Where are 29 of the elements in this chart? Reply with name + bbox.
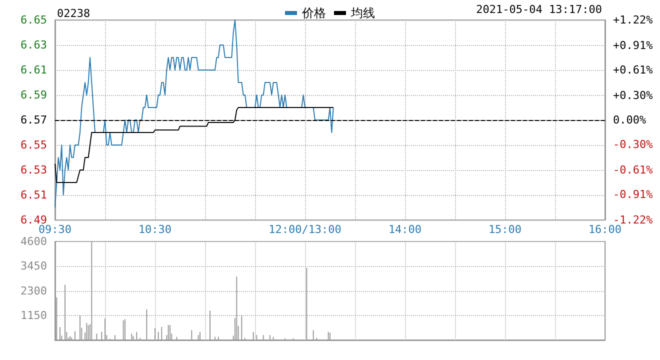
y2-tick-label: -0.91%	[613, 188, 654, 202]
y-tick-label: 2300	[20, 284, 47, 298]
y-tick-label: 6.51	[20, 188, 47, 202]
legend-label: 均线	[350, 6, 375, 20]
x-tick-label: 14:00	[388, 223, 422, 236]
legend-label: 价格	[301, 6, 326, 20]
text: 2021-05-04 13:17:00	[476, 3, 602, 16]
x-tick-label: 15:00	[488, 223, 522, 236]
y-tick-label: 6.53	[20, 164, 47, 176]
y-tick-label: 6.65	[20, 14, 47, 26]
y2-tick-label: -0.61%	[613, 164, 654, 176]
chart-title: 02238	[57, 7, 90, 20]
x-tick-label: 10:30	[138, 223, 172, 236]
y-tick-label: 6.59	[20, 88, 47, 102]
y2-tick-label: +0.91%	[613, 38, 654, 52]
y-tick-label: 4600	[20, 235, 47, 248]
y-tick-label: 6.55	[20, 138, 47, 152]
y-tick-label: 6.57	[20, 114, 47, 126]
y2-tick-label: +1.22%	[613, 14, 654, 26]
y2-tick-label: +0.61%	[613, 64, 654, 76]
y2-tick-label: -0.30%	[613, 138, 654, 152]
line-series	[54, 20, 334, 208]
y-tick-label: 1150	[20, 308, 47, 322]
y2-tick-label: +0.30%	[613, 88, 654, 102]
y-tick-label: 6.63	[20, 38, 47, 52]
y-tick-label: 3450	[20, 260, 47, 273]
y2-tick-label: 0.00%	[613, 114, 646, 126]
x-tick-label: 12:00/13:00	[268, 223, 342, 236]
y-tick-label: 6.61	[20, 64, 47, 76]
